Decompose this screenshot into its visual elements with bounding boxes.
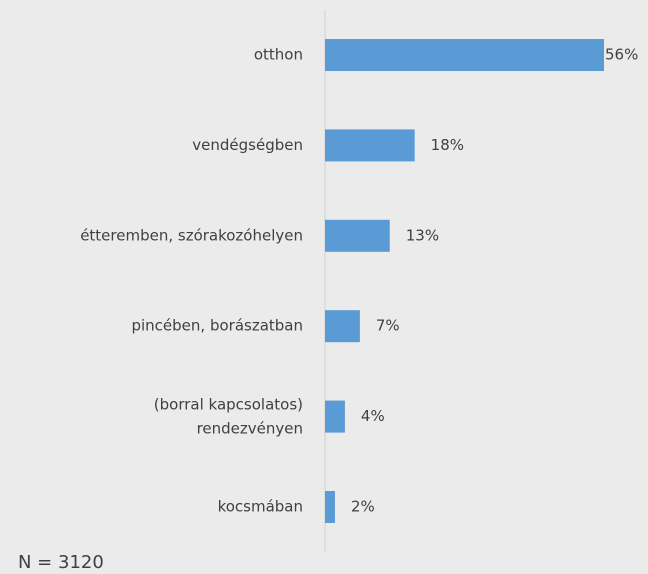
bar (325, 491, 335, 523)
value-label: 56% (605, 46, 638, 64)
category-label: pincében, borászatban (131, 317, 303, 335)
category-label: étteremben, szórakozóhelyen (80, 226, 303, 244)
bar (325, 400, 345, 433)
bar (325, 39, 604, 71)
bar (325, 219, 390, 252)
bar (325, 129, 415, 162)
category-label: vendégségben (192, 136, 303, 154)
value-label: 4% (361, 407, 385, 425)
bar (325, 310, 360, 343)
annotation: N = 3120 (18, 552, 104, 573)
category-label: (borral kapcsolatos) rendezvényen (154, 395, 303, 437)
category-label: otthon (254, 46, 303, 64)
value-label: 2% (351, 498, 375, 516)
value-label: 7% (376, 317, 400, 335)
value-label: 13% (406, 226, 439, 244)
category-label: kocsmában (218, 498, 303, 516)
value-label: 18% (431, 136, 464, 154)
